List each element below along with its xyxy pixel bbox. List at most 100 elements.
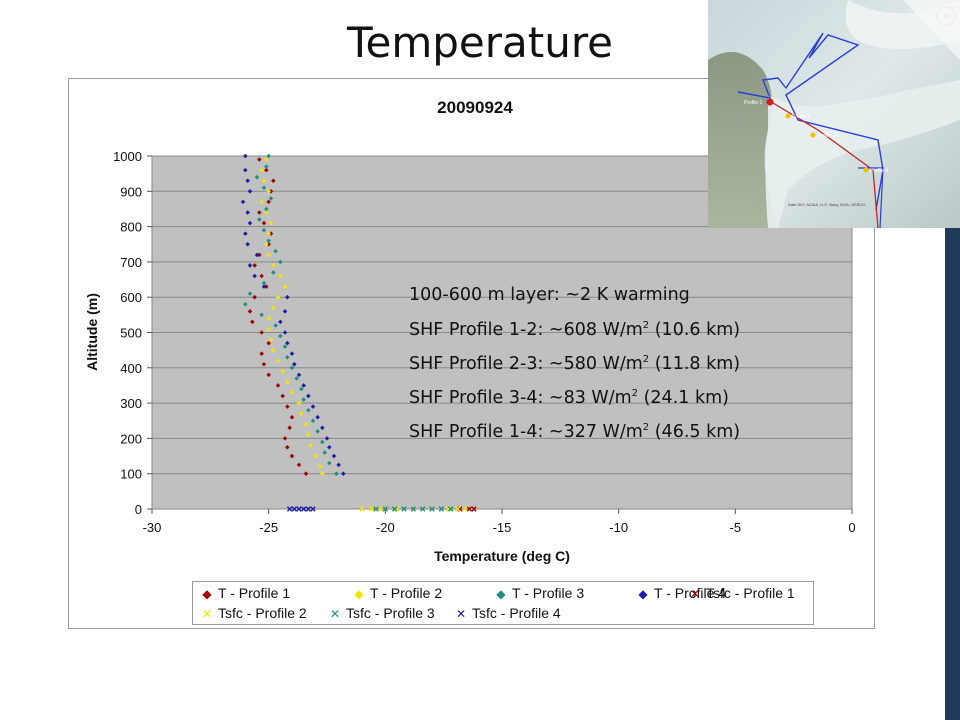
data-point	[259, 273, 264, 279]
legend-item: ◆ T - Profile 2	[353, 585, 442, 601]
data-point	[264, 157, 269, 162]
data-point	[278, 273, 283, 279]
data-point	[266, 241, 271, 247]
legend-item: ✕ Tsfc - Profile 3	[329, 605, 435, 621]
annotation-line: SHF Profile 2-3: ~580 W/m2 (11.8 km)	[409, 345, 740, 379]
data-point	[254, 252, 260, 258]
data-point	[266, 326, 271, 332]
data-point	[243, 153, 248, 159]
data-point	[322, 450, 327, 455]
x-tick-label: -15	[493, 520, 512, 535]
data-point	[259, 312, 264, 318]
data-point	[259, 330, 264, 335]
y-axis-ticks: 0 100 200 300 400 500 600 700 800 900 1000	[113, 149, 152, 517]
legend-label: T - Profile 2	[370, 585, 443, 601]
legend-x-icon: ✕	[201, 607, 213, 621]
y-tick-label: 1000	[113, 149, 142, 164]
data-point	[296, 506, 302, 512]
data-point	[301, 383, 306, 388]
data-point	[273, 323, 278, 328]
data-point	[310, 404, 316, 409]
data-point	[429, 506, 435, 512]
legend-item: ◆ T - Profile 3	[495, 585, 584, 601]
data-point	[382, 506, 389, 512]
data-point	[261, 362, 267, 367]
data-point	[471, 506, 477, 512]
x-tick-label: -5	[730, 520, 742, 535]
data-point	[268, 337, 274, 342]
data-point	[266, 340, 271, 346]
legend-label: Tsfc - Profile 1	[706, 585, 795, 601]
data-point	[324, 436, 330, 441]
data-point	[334, 471, 339, 476]
map-image: Profile 1 Profile 2 Profile 3 Profile 4 …	[708, 0, 960, 228]
x-axis-ticks: -30 -25 -20 -15 -10 -5 0	[143, 509, 856, 535]
data-point	[308, 443, 313, 448]
chart-legend: ◆ T - Profile 1 ◆ T - Profile 2 ◆ T - Profi…	[192, 581, 814, 625]
shf-annotation: 100-600 m layer: ~2 K warming SHF Profil…	[409, 281, 740, 448]
annotation-superscript: 2	[631, 388, 639, 400]
data-point	[282, 344, 288, 349]
data-point	[447, 506, 454, 512]
legend-dot-icon: ◆	[354, 587, 364, 601]
y-tick-label: 200	[120, 431, 142, 446]
y-tick-label: 0	[135, 502, 142, 517]
y-tick-label: 700	[120, 255, 142, 270]
y-tick-label: 300	[120, 396, 142, 411]
side-accent-bar	[945, 228, 960, 720]
data-point	[266, 231, 271, 236]
legend-label: Tsfc - Profile 3	[346, 605, 435, 621]
data-point	[264, 210, 269, 215]
series-7	[373, 506, 454, 512]
annotation-text: SHF Profile 2-3: ~580 W/m	[409, 353, 643, 374]
data-point	[341, 471, 346, 476]
data-point	[310, 506, 316, 512]
data-point	[294, 376, 299, 381]
data-point	[271, 305, 276, 311]
data-point	[305, 506, 312, 512]
data-point	[275, 383, 281, 388]
data-point	[336, 462, 341, 468]
data-point	[271, 270, 276, 275]
data-point	[368, 506, 375, 512]
legend-label: Tsfc - Profile 4	[472, 605, 561, 621]
data-point	[296, 462, 302, 468]
data-point	[291, 506, 298, 512]
compass-icon[interactable]	[936, 6, 956, 26]
annotation-superscript: 2	[642, 319, 650, 331]
data-point	[240, 199, 246, 205]
annotation-line: SHF Profile 1-4: ~327 W/m2 (46.5 km)	[409, 413, 740, 447]
data-point	[266, 316, 271, 321]
y-tick-label: 600	[120, 290, 142, 305]
legend-x-icon: ✕	[455, 607, 467, 621]
data-point	[275, 294, 281, 300]
data-point	[252, 294, 257, 300]
data-point	[286, 506, 293, 512]
legend-x-icon: ✕	[689, 587, 701, 601]
data-point	[289, 365, 295, 371]
data-point	[285, 294, 290, 300]
data-point	[278, 259, 283, 265]
annotation-text: SHF Profile 3-4: ~83 W/m	[409, 387, 632, 408]
data-point	[454, 506, 461, 512]
annotation-tail: (24.1 km)	[638, 387, 729, 408]
data-point	[257, 157, 262, 162]
data-point	[289, 390, 295, 395]
legend-label: T - Profile 1	[218, 585, 291, 601]
legend-label: T - Profile 4	[654, 585, 727, 601]
annotation-tail: (10.6 km)	[649, 319, 741, 340]
data-point	[275, 358, 281, 364]
data-point	[373, 506, 379, 512]
data-point	[282, 436, 288, 441]
legend-dot-icon: ◆	[496, 587, 506, 601]
data-point	[301, 397, 306, 402]
data-point	[282, 330, 288, 335]
annotation-superscript: 2	[642, 353, 650, 365]
data-point	[296, 372, 302, 378]
data-point	[327, 460, 332, 466]
annotation-tail: (11.8 km)	[649, 353, 741, 374]
data-point	[259, 199, 264, 205]
data-point	[466, 506, 473, 512]
map-label: Profile 4	[870, 168, 889, 174]
data-point	[282, 309, 288, 314]
